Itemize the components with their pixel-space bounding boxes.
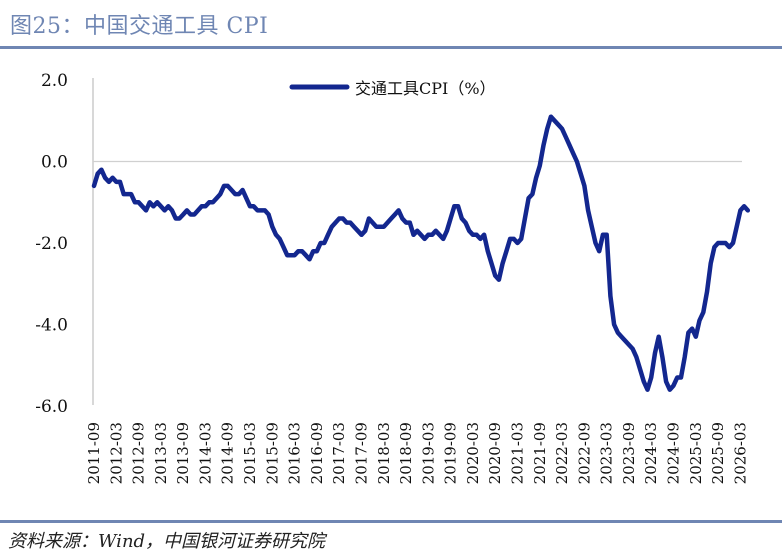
x-tick-label: 2022-09 [575, 422, 593, 484]
x-tick-label: 2013-03 [152, 422, 170, 484]
x-tick-label: 2017-03 [330, 422, 348, 484]
x-tick-label: 2024-03 [642, 422, 660, 484]
line-chart: 2.0 0.0 -2.0 -4.0 -6.0 2011-09 2012-03 2012-09… [35, 71, 751, 484]
x-tick-label: 2012-03 [107, 422, 125, 484]
source-divider [0, 520, 782, 523]
x-tick-label: 2013-09 [174, 422, 192, 484]
x-tick-label: 2011-09 [85, 422, 103, 484]
x-tick-label: 2018-09 [397, 422, 415, 484]
title-divider [0, 46, 782, 49]
x-tick-label: 2025-09 [709, 422, 727, 484]
x-tick-label: 2014-03 [196, 422, 214, 484]
series-layer [91, 114, 751, 392]
x-tick-label: 2018-03 [375, 422, 393, 484]
x-tick-label: 2016-03 [286, 422, 304, 484]
x-tick-label: 2015-09 [263, 422, 281, 484]
x-tick-label: 2023-03 [598, 422, 616, 484]
x-tick-label: 2022-03 [553, 422, 571, 484]
source-note: 资料来源：Wind，中国银河证券研究院 [8, 531, 326, 552]
x-tick-label: 2016-09 [308, 422, 326, 484]
x-tick-label: 2026-03 [731, 422, 749, 484]
y-tick-label: -2.0 [35, 234, 68, 254]
x-tick-labels: 2011-09 2012-03 2012-09 2013-03 2013-09 2014-… [85, 422, 749, 484]
x-tick-label: 2019-03 [419, 422, 437, 484]
chart-axes [92, 78, 742, 405]
x-tick-label: 2015-03 [241, 422, 259, 484]
x-tick-label: 2023-09 [620, 422, 638, 484]
y-tick-label: 0.0 [41, 153, 68, 173]
x-tick-label: 2014-09 [219, 422, 237, 484]
y-tick-labels: 2.0 0.0 -2.0 -4.0 -6.0 [35, 71, 68, 417]
y-tick-label: -4.0 [35, 316, 68, 336]
y-tick-label: 2.0 [41, 71, 68, 91]
x-tick-label: 2021-09 [531, 422, 549, 484]
x-tick-label: 2024-09 [665, 422, 683, 484]
x-tick-label: 2019-09 [442, 422, 460, 484]
x-tick-label: 2017-09 [352, 422, 370, 484]
series-line-transport-cpi [91, 114, 751, 392]
legend-label: 交通工具CPI（%） [355, 79, 496, 98]
x-tick-label: 2020-09 [486, 422, 504, 484]
x-tick-label: 2021-03 [509, 422, 527, 484]
figure-title: 图25：中国交通工具 CPI [10, 14, 269, 39]
legend: 交通工具CPI（%） [289, 79, 496, 98]
x-tick-label: 2025-03 [687, 422, 705, 484]
x-tick-label: 2020-03 [464, 422, 482, 484]
x-tick-label: 2012-09 [130, 422, 148, 484]
y-tick-label: -6.0 [35, 397, 68, 417]
